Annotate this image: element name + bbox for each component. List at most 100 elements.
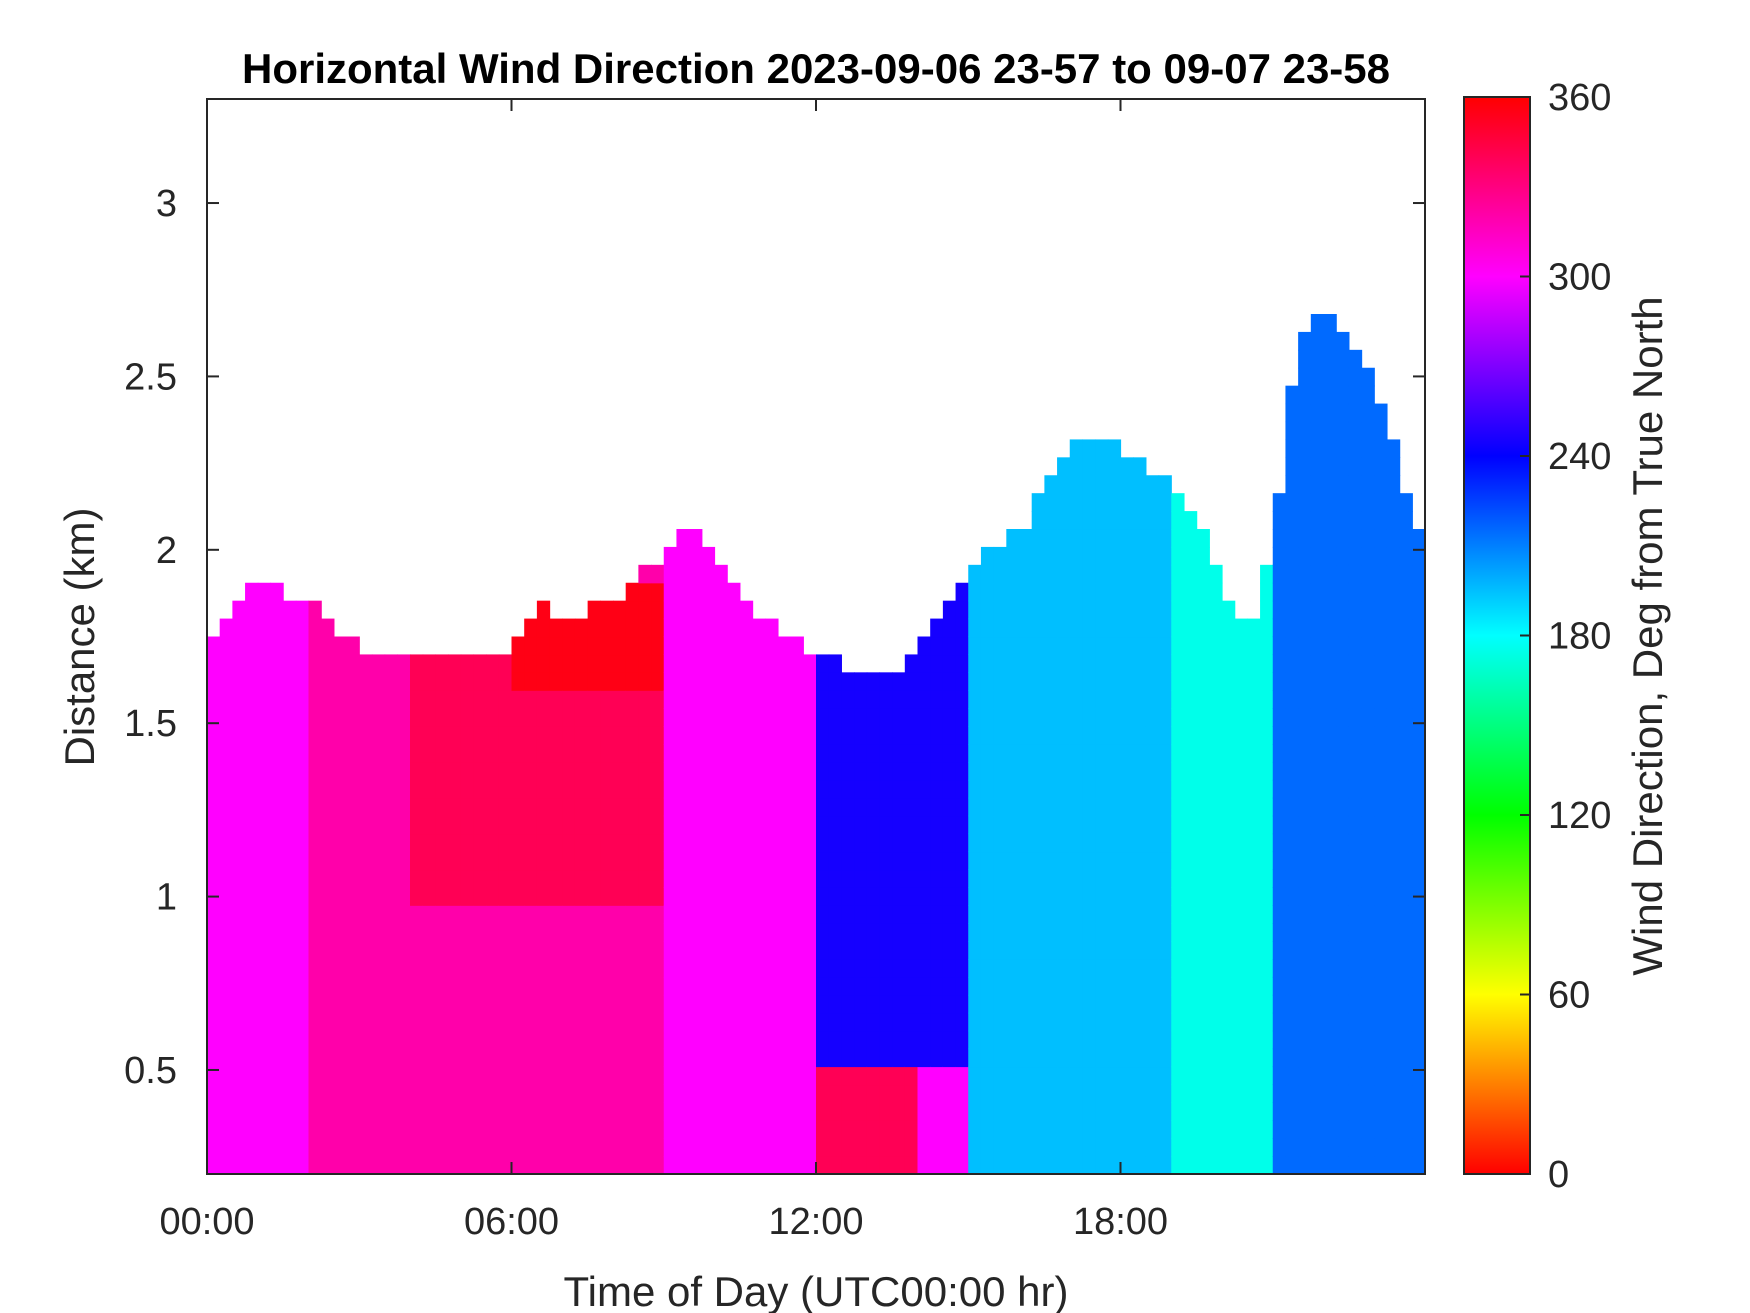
- heatmap-cell: [955, 815, 969, 835]
- heatmap-cell: [1323, 744, 1337, 763]
- heatmap-cell: [765, 654, 779, 673]
- heatmap-cell: [1386, 744, 1401, 763]
- heatmap-cell: [1082, 833, 1096, 853]
- heatmap-cell: [1031, 618, 1045, 638]
- heatmap-cell: [359, 1138, 373, 1157]
- heatmap-cell: [1183, 1084, 1198, 1103]
- heatmap-cell: [1069, 564, 1084, 584]
- heatmap-cell: [1171, 905, 1185, 924]
- heatmap-cell: [841, 1120, 855, 1139]
- heatmap-cell: [1031, 1030, 1045, 1050]
- heatmap-cell: [1310, 493, 1325, 512]
- heatmap-cell: [879, 672, 893, 691]
- heatmap-cell: [816, 815, 830, 835]
- heatmap-cell: [1107, 761, 1122, 781]
- heatmap-cell: [549, 654, 563, 673]
- heatmap-cell: [1044, 600, 1058, 620]
- heatmap-cell: [232, 869, 246, 888]
- heatmap-cell: [1348, 582, 1363, 602]
- heatmap-cell: [930, 994, 944, 1014]
- heatmap-cell: [1006, 690, 1020, 709]
- heatmap-cell: [1260, 1066, 1274, 1086]
- heatmap-cell: [1145, 529, 1160, 548]
- heatmap-cell: [1348, 636, 1363, 656]
- heatmap-cell: [536, 959, 551, 978]
- heatmap-cell: [942, 869, 957, 888]
- heatmap-cell: [359, 1120, 373, 1139]
- heatmap-cell: [473, 761, 487, 781]
- heatmap-cell: [930, 618, 944, 638]
- heatmap-cell: [1183, 654, 1198, 673]
- heatmap-cell: [1095, 529, 1109, 548]
- heatmap-cell: [1006, 1138, 1020, 1157]
- heatmap-cell: [587, 815, 601, 835]
- colorbar-label: Wind Direction, Deg from True North: [1624, 296, 1671, 975]
- heatmap-cell: [1361, 887, 1375, 906]
- heatmap-cell: [1310, 744, 1325, 763]
- heatmap-cell: [1082, 797, 1096, 817]
- heatmap-cell: [1069, 851, 1084, 871]
- heatmap-cell: [1095, 815, 1109, 835]
- heatmap-cell: [638, 869, 652, 888]
- heatmap-cell: [511, 1138, 525, 1157]
- heatmap-cell: [1336, 1030, 1350, 1050]
- heatmap-cell: [270, 1156, 284, 1174]
- heatmap-cell: [1222, 869, 1236, 888]
- heatmap-cell: [1361, 600, 1375, 620]
- heatmap-cell: [1310, 1066, 1325, 1086]
- heatmap-cell: [1247, 905, 1261, 924]
- heatmap-cell: [1348, 529, 1363, 548]
- heatmap-cell: [1386, 654, 1401, 673]
- heatmap-cell: [1196, 1048, 1210, 1068]
- heatmap-cell: [1285, 582, 1299, 602]
- heatmap-cell: [993, 600, 1007, 620]
- heatmap-cell: [1374, 690, 1388, 709]
- heatmap-cell: [968, 1084, 982, 1103]
- heatmap-cell: [562, 941, 576, 960]
- heatmap-cell: [1158, 994, 1172, 1014]
- heatmap-cell: [727, 600, 741, 620]
- heatmap-cell: [308, 1138, 322, 1157]
- heatmap-cell: [803, 1066, 817, 1086]
- heatmap-cell: [524, 797, 538, 817]
- heatmap-cell: [511, 779, 525, 799]
- heatmap-cell: [600, 851, 614, 871]
- heatmap-cell: [1348, 1012, 1363, 1032]
- heatmap-cell: [841, 1030, 855, 1050]
- heatmap-cell: [1361, 582, 1375, 602]
- heatmap-cell: [1082, 600, 1096, 620]
- heatmap-cell: [1399, 582, 1413, 602]
- heatmap-cell: [727, 1156, 741, 1174]
- heatmap-cell: [1133, 726, 1147, 745]
- heatmap-cell: [321, 654, 335, 673]
- heatmap-cell: [1386, 905, 1401, 924]
- heatmap-cell: [346, 1066, 360, 1086]
- heatmap-cell: [1019, 941, 1033, 960]
- heatmap-cell: [1260, 1030, 1274, 1050]
- heatmap-cell: [207, 1084, 221, 1103]
- heatmap-cell: [1209, 1138, 1223, 1157]
- heatmap-cell: [486, 779, 500, 799]
- heatmap-cell: [1095, 1120, 1109, 1139]
- heatmap-cell: [1310, 421, 1325, 441]
- heatmap-cell: [968, 1012, 982, 1032]
- heatmap-cell: [245, 941, 259, 960]
- heatmap-cell: [993, 959, 1007, 978]
- heatmap-cell: [1209, 672, 1223, 691]
- heatmap-cell: [574, 923, 589, 942]
- heatmap-cell: [359, 1012, 373, 1032]
- heatmap-cell: [1298, 941, 1312, 960]
- heatmap-cell: [714, 815, 728, 835]
- heatmap-cell: [930, 708, 944, 727]
- heatmap-cell: [1310, 797, 1325, 817]
- heatmap-cell: [333, 797, 348, 817]
- heatmap-cell: [562, 1156, 576, 1174]
- heatmap-cell: [448, 1138, 462, 1157]
- heatmap-cell: [613, 1084, 627, 1103]
- heatmap-cell: [676, 636, 690, 656]
- heatmap-cell: [663, 636, 678, 656]
- heatmap-cell: [1183, 941, 1198, 960]
- heatmap-cell: [1234, 761, 1248, 781]
- heatmap-cell: [524, 959, 538, 978]
- heatmap-cell: [1183, 797, 1198, 817]
